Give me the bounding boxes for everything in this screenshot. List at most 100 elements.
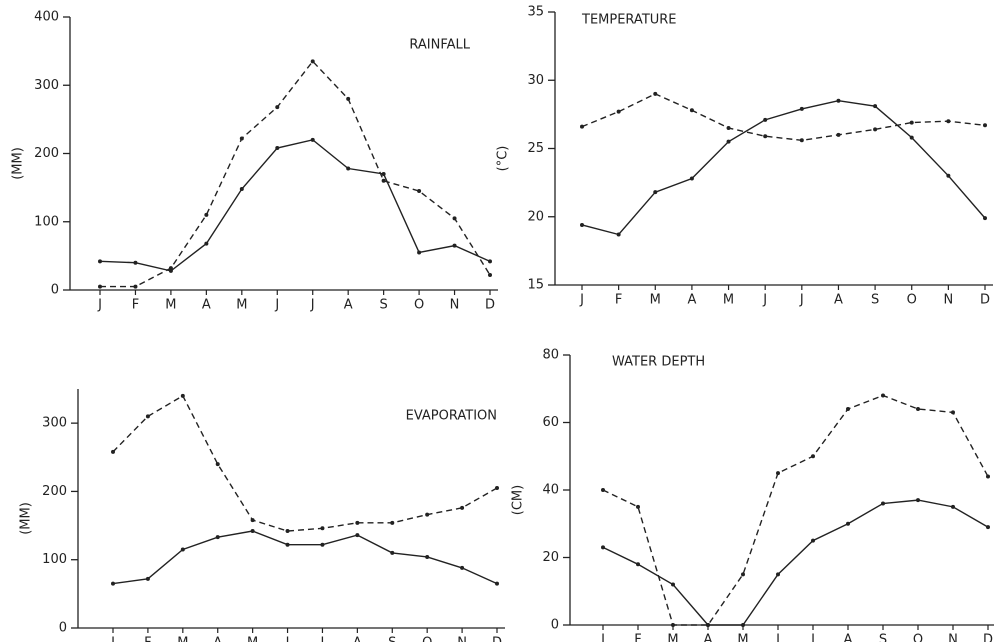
point [616, 232, 621, 237]
x-tick-label: D [980, 293, 990, 308]
point [763, 117, 768, 122]
point [799, 106, 804, 111]
point [951, 504, 955, 509]
point [417, 189, 422, 194]
point [285, 529, 290, 534]
x-tick-label: M [667, 633, 678, 642]
x-tick-label: O [422, 636, 432, 642]
point [239, 136, 244, 141]
point [495, 486, 499, 491]
point [671, 623, 675, 627]
x-tick-label: A [834, 293, 843, 308]
point [776, 572, 780, 577]
point [799, 138, 804, 143]
point [601, 488, 605, 492]
x-tick-label: M [236, 298, 247, 313]
x-tick-label: N [943, 293, 953, 308]
point [811, 454, 815, 459]
point [460, 565, 465, 570]
y-tick-label: 40 [542, 483, 559, 498]
point [285, 542, 290, 547]
point [381, 178, 386, 183]
x-tick-label: J [762, 293, 767, 308]
point [846, 407, 850, 411]
point [390, 550, 395, 555]
point [916, 407, 920, 411]
point [145, 576, 150, 581]
line-series [602, 394, 989, 626]
y-tick-label: 25 [527, 141, 544, 156]
x-tick-label: A [687, 293, 696, 308]
line-series [581, 93, 986, 142]
point [951, 410, 955, 415]
point [215, 462, 220, 467]
chart-title: WATER DEPTH [612, 355, 705, 370]
y-axis-label: (°C) [496, 146, 511, 172]
point [239, 186, 244, 191]
point [616, 109, 621, 114]
point [275, 146, 280, 151]
point [495, 581, 499, 586]
point [601, 545, 605, 550]
y-tick-label: 400 [34, 10, 59, 25]
x-tick-label: J [799, 293, 804, 308]
point [846, 521, 850, 526]
point [452, 216, 457, 221]
point [310, 137, 315, 142]
point [250, 518, 255, 523]
x-tick-label: J [310, 298, 315, 313]
x-tick-label: J [285, 636, 290, 642]
y-tick-label: 20 [527, 209, 544, 224]
chart-title: TEMPERATURE [581, 13, 677, 28]
y-tick-label: 0 [59, 621, 67, 636]
point [168, 266, 173, 271]
line-series [112, 394, 498, 532]
y-tick-label: 0 [51, 283, 59, 298]
chart-title: RAINFALL [409, 38, 470, 53]
point [111, 449, 115, 454]
x-tick-label: S [879, 633, 887, 642]
x-tick-label: J [320, 636, 325, 642]
x-tick-label: S [388, 636, 396, 642]
point [653, 190, 658, 195]
y-tick-label: 15 [527, 278, 544, 293]
point [460, 505, 465, 510]
y-tick-label: 300 [42, 416, 67, 431]
x-tick-label: M [650, 293, 661, 308]
x-tick-label: J [274, 298, 279, 313]
x-tick-label: O [414, 298, 424, 313]
x-tick-label: F [132, 298, 139, 313]
x-tick-label: O [913, 633, 923, 642]
point [180, 547, 185, 552]
point [881, 501, 885, 506]
point [836, 132, 841, 137]
point [180, 393, 185, 398]
x-tick-label: M [737, 633, 748, 642]
point [636, 504, 640, 509]
y-tick-label: 300 [34, 78, 59, 93]
x-tick-label: N [450, 298, 460, 313]
x-tick-label: N [948, 633, 958, 642]
point [946, 173, 951, 178]
y-axis-label: (MM) [11, 147, 26, 180]
x-tick-label: D [485, 298, 495, 313]
y-axis-label: (MM) [19, 502, 34, 535]
point [916, 498, 920, 503]
x-tick-label: J [579, 293, 584, 308]
point [776, 471, 780, 476]
point [355, 520, 360, 525]
point [671, 582, 675, 587]
point [111, 581, 115, 586]
point [986, 474, 990, 479]
line-series [581, 100, 986, 236]
x-tick-label: F [615, 293, 622, 308]
point [689, 176, 694, 181]
x-tick-label: F [634, 633, 641, 642]
line-series [100, 60, 491, 288]
point [250, 529, 255, 534]
y-tick-label: 200 [42, 484, 67, 499]
point [346, 96, 351, 101]
y-tick-label: 60 [542, 415, 559, 430]
point [726, 126, 731, 131]
